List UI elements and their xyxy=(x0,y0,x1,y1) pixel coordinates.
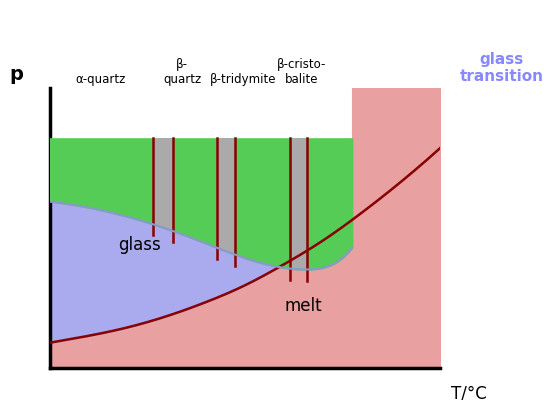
Text: β-tridymite: β-tridymite xyxy=(210,73,276,86)
Text: T/°C: T/°C xyxy=(451,384,487,400)
Text: α-quartz: α-quartz xyxy=(75,73,125,86)
Text: p: p xyxy=(9,65,24,84)
Text: glass: glass xyxy=(118,236,161,254)
Text: β-cristo-
balite: β-cristo- balite xyxy=(277,58,326,86)
Text: melt: melt xyxy=(284,298,322,315)
Text: β-
quartz: β- quartz xyxy=(163,58,201,86)
Text: glass
transition: glass transition xyxy=(459,52,543,84)
